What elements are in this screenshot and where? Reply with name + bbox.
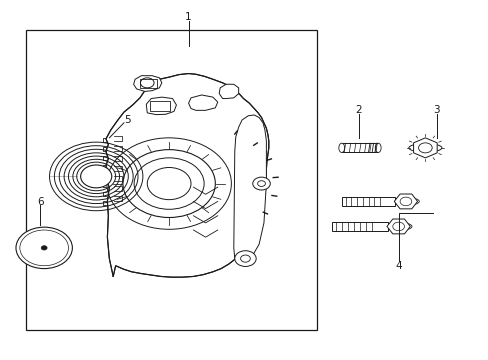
Ellipse shape bbox=[374, 143, 380, 153]
Ellipse shape bbox=[408, 144, 441, 152]
Text: 4: 4 bbox=[395, 261, 402, 271]
Text: 5: 5 bbox=[124, 115, 131, 125]
Polygon shape bbox=[106, 73, 268, 277]
Bar bbox=[140, 79, 157, 88]
Polygon shape bbox=[331, 222, 387, 231]
Circle shape bbox=[399, 197, 411, 206]
Circle shape bbox=[16, 227, 72, 269]
Circle shape bbox=[252, 177, 270, 190]
Polygon shape bbox=[133, 76, 162, 91]
Polygon shape bbox=[146, 97, 176, 114]
Bar bbox=[26, 30, 317, 330]
Polygon shape bbox=[386, 219, 409, 234]
Polygon shape bbox=[233, 115, 266, 261]
Bar bbox=[150, 101, 169, 111]
Text: 3: 3 bbox=[432, 105, 439, 115]
Circle shape bbox=[418, 143, 431, 153]
Bar bbox=[341, 143, 377, 153]
Ellipse shape bbox=[101, 91, 285, 276]
Circle shape bbox=[392, 222, 404, 231]
Text: 6: 6 bbox=[37, 197, 43, 207]
Circle shape bbox=[234, 251, 256, 266]
Circle shape bbox=[140, 78, 154, 88]
Polygon shape bbox=[188, 95, 217, 111]
Ellipse shape bbox=[385, 222, 411, 230]
Polygon shape bbox=[413, 138, 436, 158]
Ellipse shape bbox=[338, 143, 344, 153]
Circle shape bbox=[41, 246, 47, 250]
Circle shape bbox=[81, 165, 112, 188]
Circle shape bbox=[122, 150, 215, 217]
Polygon shape bbox=[219, 84, 238, 99]
Ellipse shape bbox=[392, 198, 418, 205]
Polygon shape bbox=[341, 197, 394, 206]
Polygon shape bbox=[393, 194, 417, 209]
Text: 2: 2 bbox=[355, 105, 361, 115]
Text: 1: 1 bbox=[185, 13, 191, 22]
Circle shape bbox=[134, 158, 203, 209]
